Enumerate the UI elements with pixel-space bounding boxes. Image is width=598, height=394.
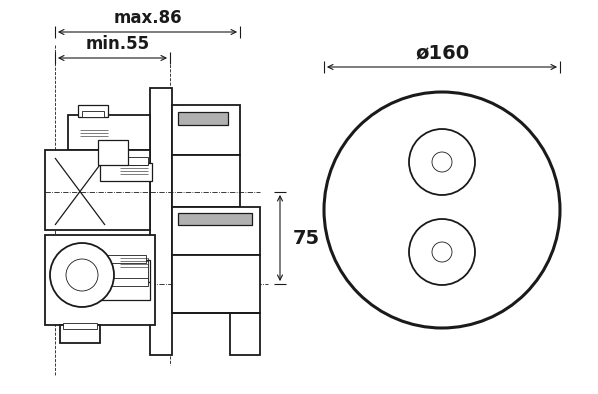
Bar <box>230 313 260 355</box>
Bar <box>172 155 240 207</box>
Circle shape <box>409 219 475 285</box>
Circle shape <box>324 92 560 328</box>
Circle shape <box>50 243 114 307</box>
Text: ø160: ø160 <box>415 43 469 63</box>
Circle shape <box>432 242 452 262</box>
Circle shape <box>432 152 452 172</box>
Bar <box>178 213 252 225</box>
Circle shape <box>409 129 475 195</box>
Bar <box>45 150 150 230</box>
Bar <box>63 323 97 329</box>
Text: 75: 75 <box>293 229 320 247</box>
Bar <box>100 278 148 286</box>
Bar <box>78 105 108 117</box>
Bar <box>172 207 260 255</box>
Bar <box>150 88 172 355</box>
Bar <box>98 282 150 300</box>
Bar <box>68 115 150 150</box>
Text: min.55: min.55 <box>86 35 150 53</box>
Bar <box>172 255 260 313</box>
Bar <box>82 111 104 117</box>
Bar <box>178 112 228 125</box>
Bar <box>172 105 240 155</box>
Bar <box>60 325 100 343</box>
Bar <box>104 255 146 263</box>
Text: max.86: max.86 <box>113 9 182 27</box>
Bar <box>100 260 150 282</box>
Bar <box>100 163 152 181</box>
Bar <box>102 157 148 165</box>
Bar <box>45 235 155 325</box>
Circle shape <box>66 259 98 291</box>
Bar <box>98 140 128 165</box>
